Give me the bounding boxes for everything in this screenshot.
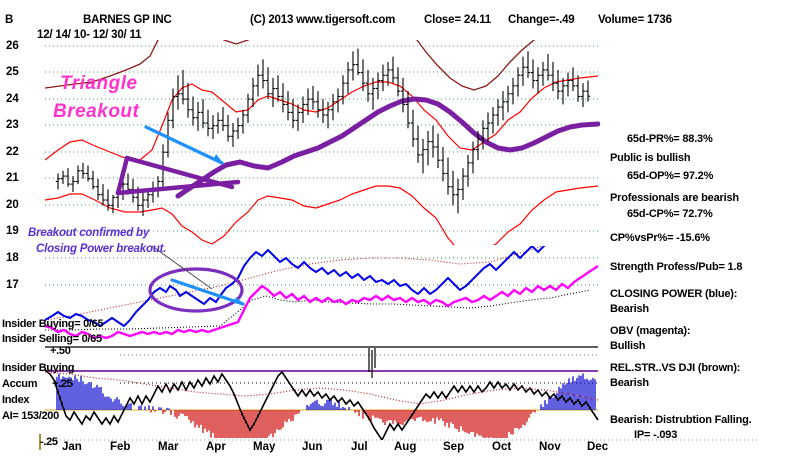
triangle-breakout-arrow [144,125,224,165]
legend-closing-power-value: Bearish [610,303,649,315]
moving-average-line [175,96,600,199]
x-tick-may: May [253,441,276,453]
y-tick-22: 22 [6,146,19,158]
y-tick-19: 19 [6,225,19,237]
annotation-triangle-line2: Breakout [53,101,140,122]
confirm-pointer-line [151,245,213,290]
label-insider-selling: Insider Selling= 0/65 [2,333,102,345]
annotation-confirm-line2: Closing Power breakout. [36,243,167,255]
closing-power-line [45,246,546,328]
triangle-trendlines [115,155,241,196]
ai-histogram [56,373,596,438]
bollinger-upper [45,75,599,161]
change-value: Change=-.49 [508,14,575,26]
stat-65d-pr: 65d-PR%= 88.3% [627,133,713,145]
y-tick-25: 25 [6,66,19,78]
obv-line [45,265,599,340]
legend-closing-power-label: CLOSING POWER (blue): [610,288,738,300]
closing-power-breakout-ellipse [148,267,244,313]
y-tick-23: 23 [6,119,19,131]
x-tick-aug: Aug [394,441,417,453]
note-ip-value: IP= -.093 [634,429,678,441]
x-tick-feb: Feb [110,441,131,453]
y-tick-21: 21 [6,172,19,184]
close-value: Close= 24.11 [424,14,491,26]
cp-breakout-arrow [170,278,245,306]
copyright-url: (C) 2013 www.tigersoft.com [250,14,396,26]
note-bearish-distribution: Bearish: Distrubtion Falling. [610,414,752,426]
company-name: BARNES GP INC [83,14,172,26]
x-tick-jul: Jul [351,441,368,453]
stat-65d-cp: 65d-CP%= 72.7% [627,208,713,220]
label-ai-plus-25: +.25 [52,378,73,390]
ai-panel-price-spike [368,348,376,378]
cp-gridlines [45,257,598,286]
stat-public-note: Public is bullish [610,152,691,164]
volume-value: Volume= 1736 [598,14,672,26]
x-tick-dec: Dec [587,441,609,453]
cp-trend-dotted [45,246,546,321]
label-ai-plus-50: +.50 [50,345,71,357]
label-accum-line4: AI= 153/200 [2,410,59,422]
legend-relstr-value: Bearish [610,377,649,389]
legend-obv-value: Bullish [610,340,646,352]
y-tick-26: 26 [6,40,19,52]
x-tick-mar: Mar [158,441,179,453]
x-tick-oct: Oct [492,441,512,453]
date-range: 12/ 14/ 10- 12/ 30/ 11 [37,29,142,41]
label-accum-line2: Accum [2,378,38,390]
stat-profess-note: Professionals are bearish [610,192,739,204]
label-ai-minus-25: -.25 [40,436,58,448]
relstr-line [45,40,536,91]
ai-index-line [45,369,599,440]
legend-relstr-label: REL.STR..VS DJI (brown): [610,362,741,374]
y-tick-18: 18 [6,252,19,264]
x-tick-nov: Nov [539,441,561,453]
annotation-confirm-line1: Breakout confirmed by [28,227,150,239]
stat-strength: Strength Profess/Pub= 1.8 [610,261,743,273]
bollinger-lower [45,185,599,245]
label-accum-line1: Insider Buying [2,362,75,374]
label-accum-line3: Index [2,394,30,406]
legend-obv-label: OBV (magenta): [610,325,691,337]
x-tick-jan: Jan [62,441,82,453]
y-tick-20: 20 [6,199,19,211]
x-tick-apr: Apr [206,441,226,453]
y-tick-24: 24 [6,93,19,105]
ai-smooth-line [45,371,599,405]
x-tick-sep: Sep [443,441,465,453]
stat-cp-vs-pr: CP%vsPr%= -15.6% [610,232,710,244]
annotation-triangle-line1: Triangle [60,73,138,94]
x-tick-jun: Jun [302,441,323,453]
y-tick-17: 17 [6,279,19,291]
board-letter: B [5,14,14,26]
stat-65d-op: 65d-OP%= 97.2% [627,170,714,182]
label-insider-buying: Insider Buying= 0/65 [2,318,104,330]
